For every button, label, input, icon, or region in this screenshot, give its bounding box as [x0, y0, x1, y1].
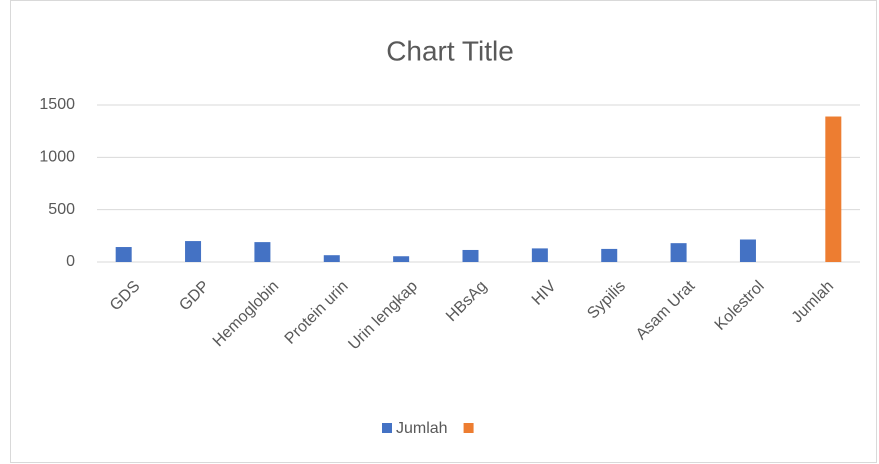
legend-swatch	[463, 423, 474, 433]
y-tick-label: 0	[66, 253, 75, 270]
bar	[531, 248, 548, 262]
legend-label: Jumlah	[396, 420, 448, 437]
chart-title: Chart Title	[386, 35, 514, 66]
y-tick-label: 1000	[39, 149, 75, 166]
chart-border	[10, 0, 877, 463]
bar	[115, 247, 132, 262]
legend-swatch	[382, 423, 392, 433]
bar	[462, 249, 479, 262]
bar	[323, 255, 340, 262]
y-tick-label: 1500	[39, 96, 75, 113]
bar	[739, 239, 756, 262]
bar	[254, 242, 271, 262]
bar	[825, 116, 842, 262]
bar	[670, 243, 687, 262]
bar	[393, 256, 410, 262]
bar	[185, 241, 202, 262]
y-tick-label: 500	[48, 201, 75, 218]
bar	[601, 248, 618, 262]
